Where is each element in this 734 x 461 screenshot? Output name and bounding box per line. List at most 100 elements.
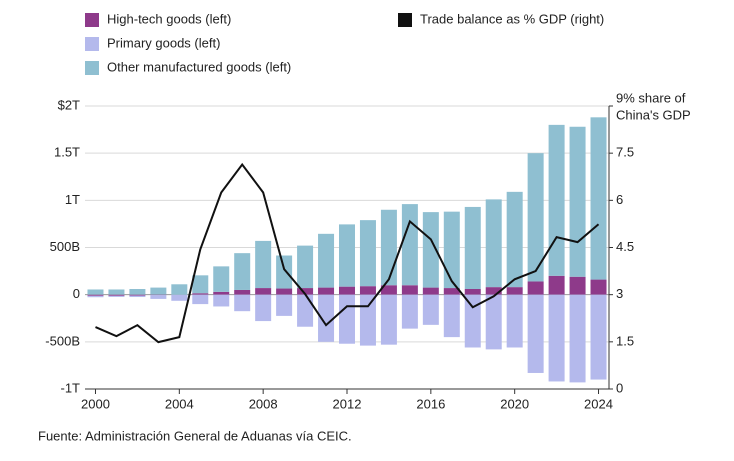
bar-segment xyxy=(485,294,502,350)
bar-segment xyxy=(276,294,293,316)
bar-segment xyxy=(569,126,586,277)
legend-label: Other manufactured goods (left) xyxy=(107,59,291,74)
bar-segment xyxy=(590,294,607,380)
bar-segment xyxy=(213,294,230,307)
legend-label: Primary goods (left) xyxy=(107,35,220,50)
y2-tick-label: 6 xyxy=(616,192,623,207)
y2-tick-label: 0 xyxy=(616,380,623,395)
legend-swatch xyxy=(85,61,99,75)
x-tick-label: 2000 xyxy=(81,396,110,411)
source-note: Fuente: Administración General de Aduana… xyxy=(38,428,352,443)
y2-tick-label: 7.5 xyxy=(616,145,634,160)
bar-segment xyxy=(234,289,251,295)
bar-segment xyxy=(380,209,397,286)
y2-tick-label: 1.5 xyxy=(616,333,634,348)
bar-segment xyxy=(339,286,355,295)
bar-segment xyxy=(548,124,565,276)
y2-tick-label: 4.5 xyxy=(616,239,634,254)
bar-segment xyxy=(339,224,355,287)
bar-segment xyxy=(297,245,314,289)
bar-segment xyxy=(297,294,314,327)
bar-segment xyxy=(87,294,104,296)
bar-segment xyxy=(150,287,167,295)
bar-segment xyxy=(548,275,565,295)
y-tick-label: 1.5T xyxy=(54,145,80,160)
bar-segment xyxy=(422,294,439,325)
bar-segment xyxy=(318,233,335,288)
legend-swatch xyxy=(85,37,99,51)
bar-segment xyxy=(359,220,376,287)
bar-segment xyxy=(150,295,167,299)
bar-segment xyxy=(318,294,335,342)
legend-label: High-tech goods (left) xyxy=(107,11,231,26)
bar-segment xyxy=(506,191,523,288)
x-tick-label: 2020 xyxy=(500,396,529,411)
bar-segment xyxy=(255,294,272,322)
y2-tick-label: 3 xyxy=(616,286,623,301)
bar-segment xyxy=(213,291,230,295)
bar-segment xyxy=(359,294,376,346)
bar-segment xyxy=(380,294,397,345)
bar-segment xyxy=(527,294,544,373)
bar-segment xyxy=(464,206,481,290)
bar-segment xyxy=(359,286,376,295)
x-tick-label: 2024 xyxy=(584,396,613,411)
y-tick-label: $2T xyxy=(58,97,80,112)
y2-tick-label: 9% share of xyxy=(616,90,686,105)
bar-segment xyxy=(192,275,209,294)
bar-segment xyxy=(506,294,523,348)
legend-swatch xyxy=(398,13,412,27)
bar-segment xyxy=(590,279,607,295)
bar-segment xyxy=(485,199,502,288)
bar-segment xyxy=(380,285,397,295)
bar-segment xyxy=(87,289,104,295)
bar-segment xyxy=(192,294,209,305)
bar-segment xyxy=(443,211,460,289)
bar-segment xyxy=(297,288,314,295)
bar-segment xyxy=(443,288,460,295)
trade-balance-line xyxy=(95,162,600,344)
y-tick-label: -500B xyxy=(45,333,80,348)
bar-segment xyxy=(129,289,146,295)
bar-segment xyxy=(506,287,523,295)
bar-segment xyxy=(171,294,188,301)
bar-segment xyxy=(527,153,544,282)
bar-segment xyxy=(464,294,481,348)
bar-segment xyxy=(569,276,586,295)
bar-segment xyxy=(590,117,607,280)
y-tick-label: 1T xyxy=(65,192,80,207)
bar-segment xyxy=(234,294,251,312)
bar-segment xyxy=(422,212,439,288)
bar-segment xyxy=(108,289,125,295)
bar-segment xyxy=(108,295,125,297)
bar-segment xyxy=(464,289,481,295)
bar-segment xyxy=(276,288,293,295)
bar-segment xyxy=(213,266,230,292)
bar-segment xyxy=(276,255,293,289)
legend-swatch xyxy=(85,13,99,27)
bar-segment xyxy=(255,288,272,295)
bar-segment xyxy=(339,294,355,344)
x-tick-label: 2004 xyxy=(165,396,194,411)
bar-segment xyxy=(87,295,104,298)
x-tick-label: 2012 xyxy=(333,396,362,411)
bar-segment xyxy=(129,295,146,298)
bar-segment xyxy=(485,287,502,295)
y2-axis-label: China's GDP xyxy=(616,107,691,122)
y-tick-label: 0 xyxy=(73,286,80,301)
bar-segment xyxy=(108,294,125,296)
bar-segment xyxy=(401,294,418,329)
bar-segment xyxy=(318,287,335,295)
bar-segment xyxy=(129,294,146,296)
x-tick-label: 2016 xyxy=(416,396,445,411)
bar-segment xyxy=(569,294,586,383)
bar-segment xyxy=(401,285,418,295)
legend-label: Trade balance as % GDP (right) xyxy=(420,11,604,26)
bar-segment xyxy=(527,281,544,295)
bar-segment xyxy=(422,287,439,295)
bar-segment xyxy=(234,253,251,290)
bar-segment xyxy=(171,284,188,295)
bar-segment xyxy=(443,294,460,338)
bar-segment xyxy=(192,293,209,295)
